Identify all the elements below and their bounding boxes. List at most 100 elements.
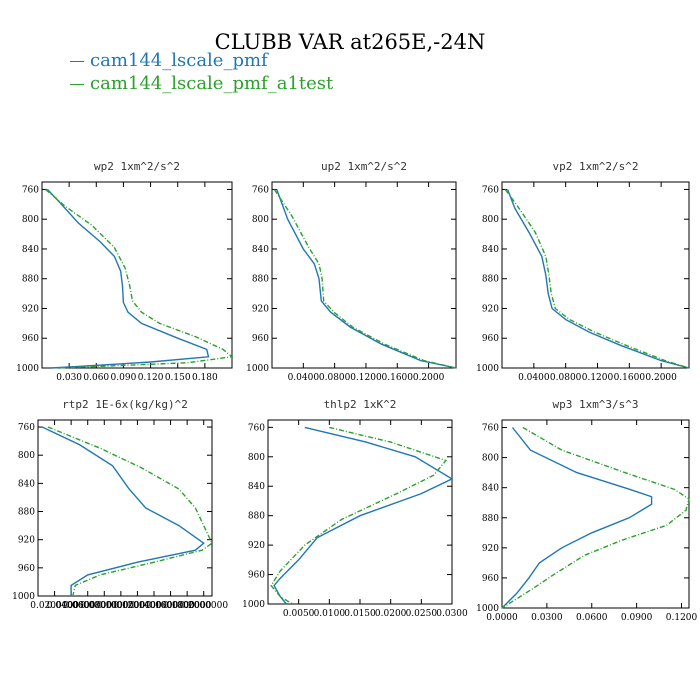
x-tick-label: 0.1800000	[163, 601, 212, 611]
series-line-1	[506, 189, 690, 369]
y-tick-label: 760	[18, 423, 35, 433]
y-tick-label: 800	[248, 453, 265, 463]
x-tick-label: 0.1200	[350, 373, 382, 383]
x-tick-label: 0.150	[165, 373, 191, 383]
legend-entry-1: cam144_lscale_pmf	[70, 50, 268, 71]
series-line-2	[47, 426, 213, 597]
series-line-1	[276, 189, 457, 369]
plot-title-5: thlp2 1xK^2	[324, 398, 397, 411]
y-tick-label: 1000	[476, 604, 499, 614]
x-tick-label: 0.1000000	[97, 601, 146, 611]
x-tick-label: 0.0800	[319, 373, 351, 383]
y-tick-label: 1000	[16, 364, 39, 374]
series-line-1	[501, 427, 653, 609]
y-tick-label: 880	[22, 275, 39, 285]
x-tick-label: 0.0800	[550, 373, 582, 383]
series-line-1	[46, 188, 210, 369]
legend-label-2: cam144_lscale_pmf_a1test	[90, 73, 334, 94]
x-tick-label: 0.090	[111, 373, 137, 383]
x-tick-label: 0.0300	[531, 613, 563, 623]
x-tick-label: 0.0200000	[30, 601, 79, 611]
y-tick-label: 760	[22, 185, 39, 195]
y-tick-label: 760	[252, 185, 269, 195]
y-tick-label: 960	[482, 574, 499, 584]
x-tick-label: 0.2000000	[179, 601, 228, 611]
y-tick-label: 840	[482, 245, 499, 255]
series-line-2	[45, 188, 234, 369]
x-tick-label: 0.2000	[645, 373, 677, 383]
y-tick-label: 760	[482, 424, 499, 434]
y-tick-label: 960	[18, 564, 35, 574]
x-tick-label: 0.2000	[413, 373, 445, 383]
legend-entry-2: cam144_lscale_pmf_a1test	[70, 73, 333, 94]
y-tick-label: 800	[252, 215, 269, 225]
y-tick-label: 920	[252, 304, 269, 314]
x-tick-label: 0.0400000	[47, 601, 96, 611]
y-tick-label: 960	[482, 334, 499, 344]
y-tick-label: 920	[22, 304, 39, 314]
x-tick-label: 0.0000	[486, 613, 518, 623]
plot-frame-5	[267, 419, 453, 605]
y-tick-label: 840	[248, 482, 265, 492]
series-line-1	[273, 426, 454, 605]
x-tick-label: 0.1600000	[146, 601, 195, 611]
y-tick-label: 800	[482, 454, 499, 464]
y-tick-label: 920	[482, 544, 499, 554]
series-line-2	[501, 426, 690, 609]
plot-frame-1	[41, 181, 233, 369]
y-tick-label: 760	[248, 423, 265, 433]
y-tick-label: 880	[252, 275, 269, 285]
plot-frame-3	[501, 181, 690, 369]
x-tick-label: 0.0800000	[80, 601, 129, 611]
x-tick-label: 0.0300	[436, 609, 468, 619]
x-tick-label: 0.0150	[344, 609, 376, 619]
legend-label-1: cam144_lscale_pmf	[90, 50, 268, 71]
series-line-2	[273, 189, 457, 369]
y-tick-label: 960	[248, 571, 265, 581]
y-tick-label: 1000	[476, 364, 499, 374]
plot-title-4: rtp2 1E-6x(kg/kg)^2	[62, 398, 188, 411]
x-tick-label: 0.1600	[614, 373, 646, 383]
plot-title-2: up2 1xm^2/s^2	[321, 160, 407, 173]
x-tick-label: 0.0600	[576, 613, 608, 623]
legend-line-1	[70, 60, 84, 62]
figure-title: CLUBB VAR at265E,-24N	[214, 30, 486, 54]
y-tick-label: 920	[248, 541, 265, 551]
y-tick-label: 800	[22, 215, 39, 225]
x-tick-label: 0.1200000	[113, 601, 162, 611]
y-tick-label: 840	[22, 245, 39, 255]
y-tick-label: 840	[252, 245, 269, 255]
y-tick-label: 840	[482, 484, 499, 494]
y-tick-label: 760	[482, 185, 499, 195]
x-tick-label: 0.060	[83, 373, 109, 383]
y-tick-label: 1000	[12, 592, 35, 602]
x-tick-label: 0.0400	[518, 373, 550, 383]
x-tick-label: 0.030	[56, 373, 82, 383]
series-line-2	[504, 188, 690, 369]
y-tick-label: 880	[18, 508, 35, 518]
y-tick-label: 880	[482, 275, 499, 285]
y-tick-label: 840	[18, 479, 35, 489]
y-tick-label: 960	[22, 334, 39, 344]
legend-line-2	[70, 83, 84, 85]
plot-frame-2	[271, 181, 457, 369]
y-tick-label: 1000	[246, 364, 269, 374]
y-tick-label: 920	[18, 536, 35, 546]
x-tick-label: 0.0900	[621, 613, 653, 623]
y-tick-label: 800	[18, 451, 35, 461]
plot-frame-6	[501, 419, 690, 609]
plot-title-1: wp2 1xm^2/s^2	[94, 160, 180, 173]
y-tick-label: 800	[482, 215, 499, 225]
x-tick-label: 0.0200	[375, 609, 407, 619]
x-tick-label: 0.1600	[382, 373, 414, 383]
y-tick-label: 880	[482, 514, 499, 524]
plot-title-6: wp3 1xm^3/s^3	[552, 398, 638, 411]
y-tick-label: 1000	[242, 600, 265, 610]
x-tick-label: 0.1200	[582, 373, 614, 383]
x-tick-label: 0.0050	[283, 609, 315, 619]
x-tick-label: 0.1400000	[130, 601, 179, 611]
x-tick-label: 0.0400	[288, 373, 320, 383]
y-tick-label: 920	[482, 304, 499, 314]
x-tick-label: 0.0100	[314, 609, 346, 619]
